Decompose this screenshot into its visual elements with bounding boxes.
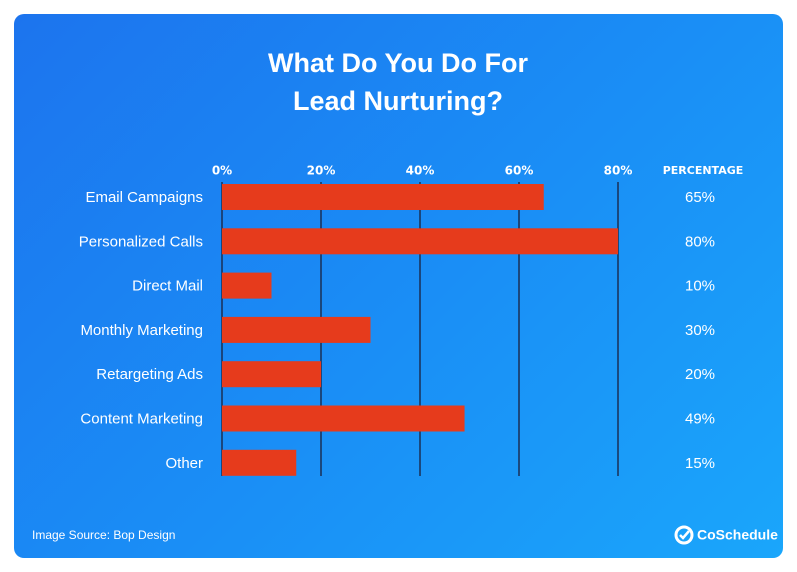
bar	[222, 316, 371, 343]
bar	[222, 272, 272, 299]
value-label: 49%	[685, 410, 715, 427]
value-label: 80%	[685, 233, 715, 250]
bar	[222, 228, 618, 255]
category-label: Email Campaigns	[85, 189, 203, 206]
category-label: Retargeting Ads	[96, 366, 203, 383]
value-column-header: PERCENTAGE	[663, 164, 744, 177]
x-tick-label: 40%	[406, 164, 435, 178]
card	[14, 14, 783, 558]
bar	[222, 184, 544, 210]
brand-name: CoSchedule	[697, 527, 778, 543]
x-tick-label: 80%	[604, 164, 633, 178]
chart-title: What Do You Do For Lead Nurturing?	[268, 48, 528, 116]
brand-logo-check	[679, 530, 690, 540]
category-label: Direct Mail	[132, 278, 203, 295]
x-tick-label: 60%	[505, 164, 534, 178]
category-label: Content Marketing	[80, 410, 203, 427]
value-label: 10%	[685, 278, 715, 295]
category-label: Other	[165, 455, 203, 472]
source-note: Image Source: Bop Design	[32, 528, 175, 542]
bar	[222, 405, 465, 432]
x-tick-label: 20%	[307, 164, 336, 178]
bar	[222, 449, 297, 476]
bar	[222, 361, 321, 388]
value-label: 15%	[685, 455, 715, 472]
x-tick-label: 0%	[212, 164, 232, 178]
brand-logo	[674, 525, 694, 545]
value-label: 30%	[685, 322, 715, 339]
value-label: 65%	[685, 189, 715, 206]
category-label: Monthly Marketing	[80, 322, 203, 339]
category-label: Personalized Calls	[79, 233, 203, 250]
value-label: 20%	[685, 366, 715, 383]
